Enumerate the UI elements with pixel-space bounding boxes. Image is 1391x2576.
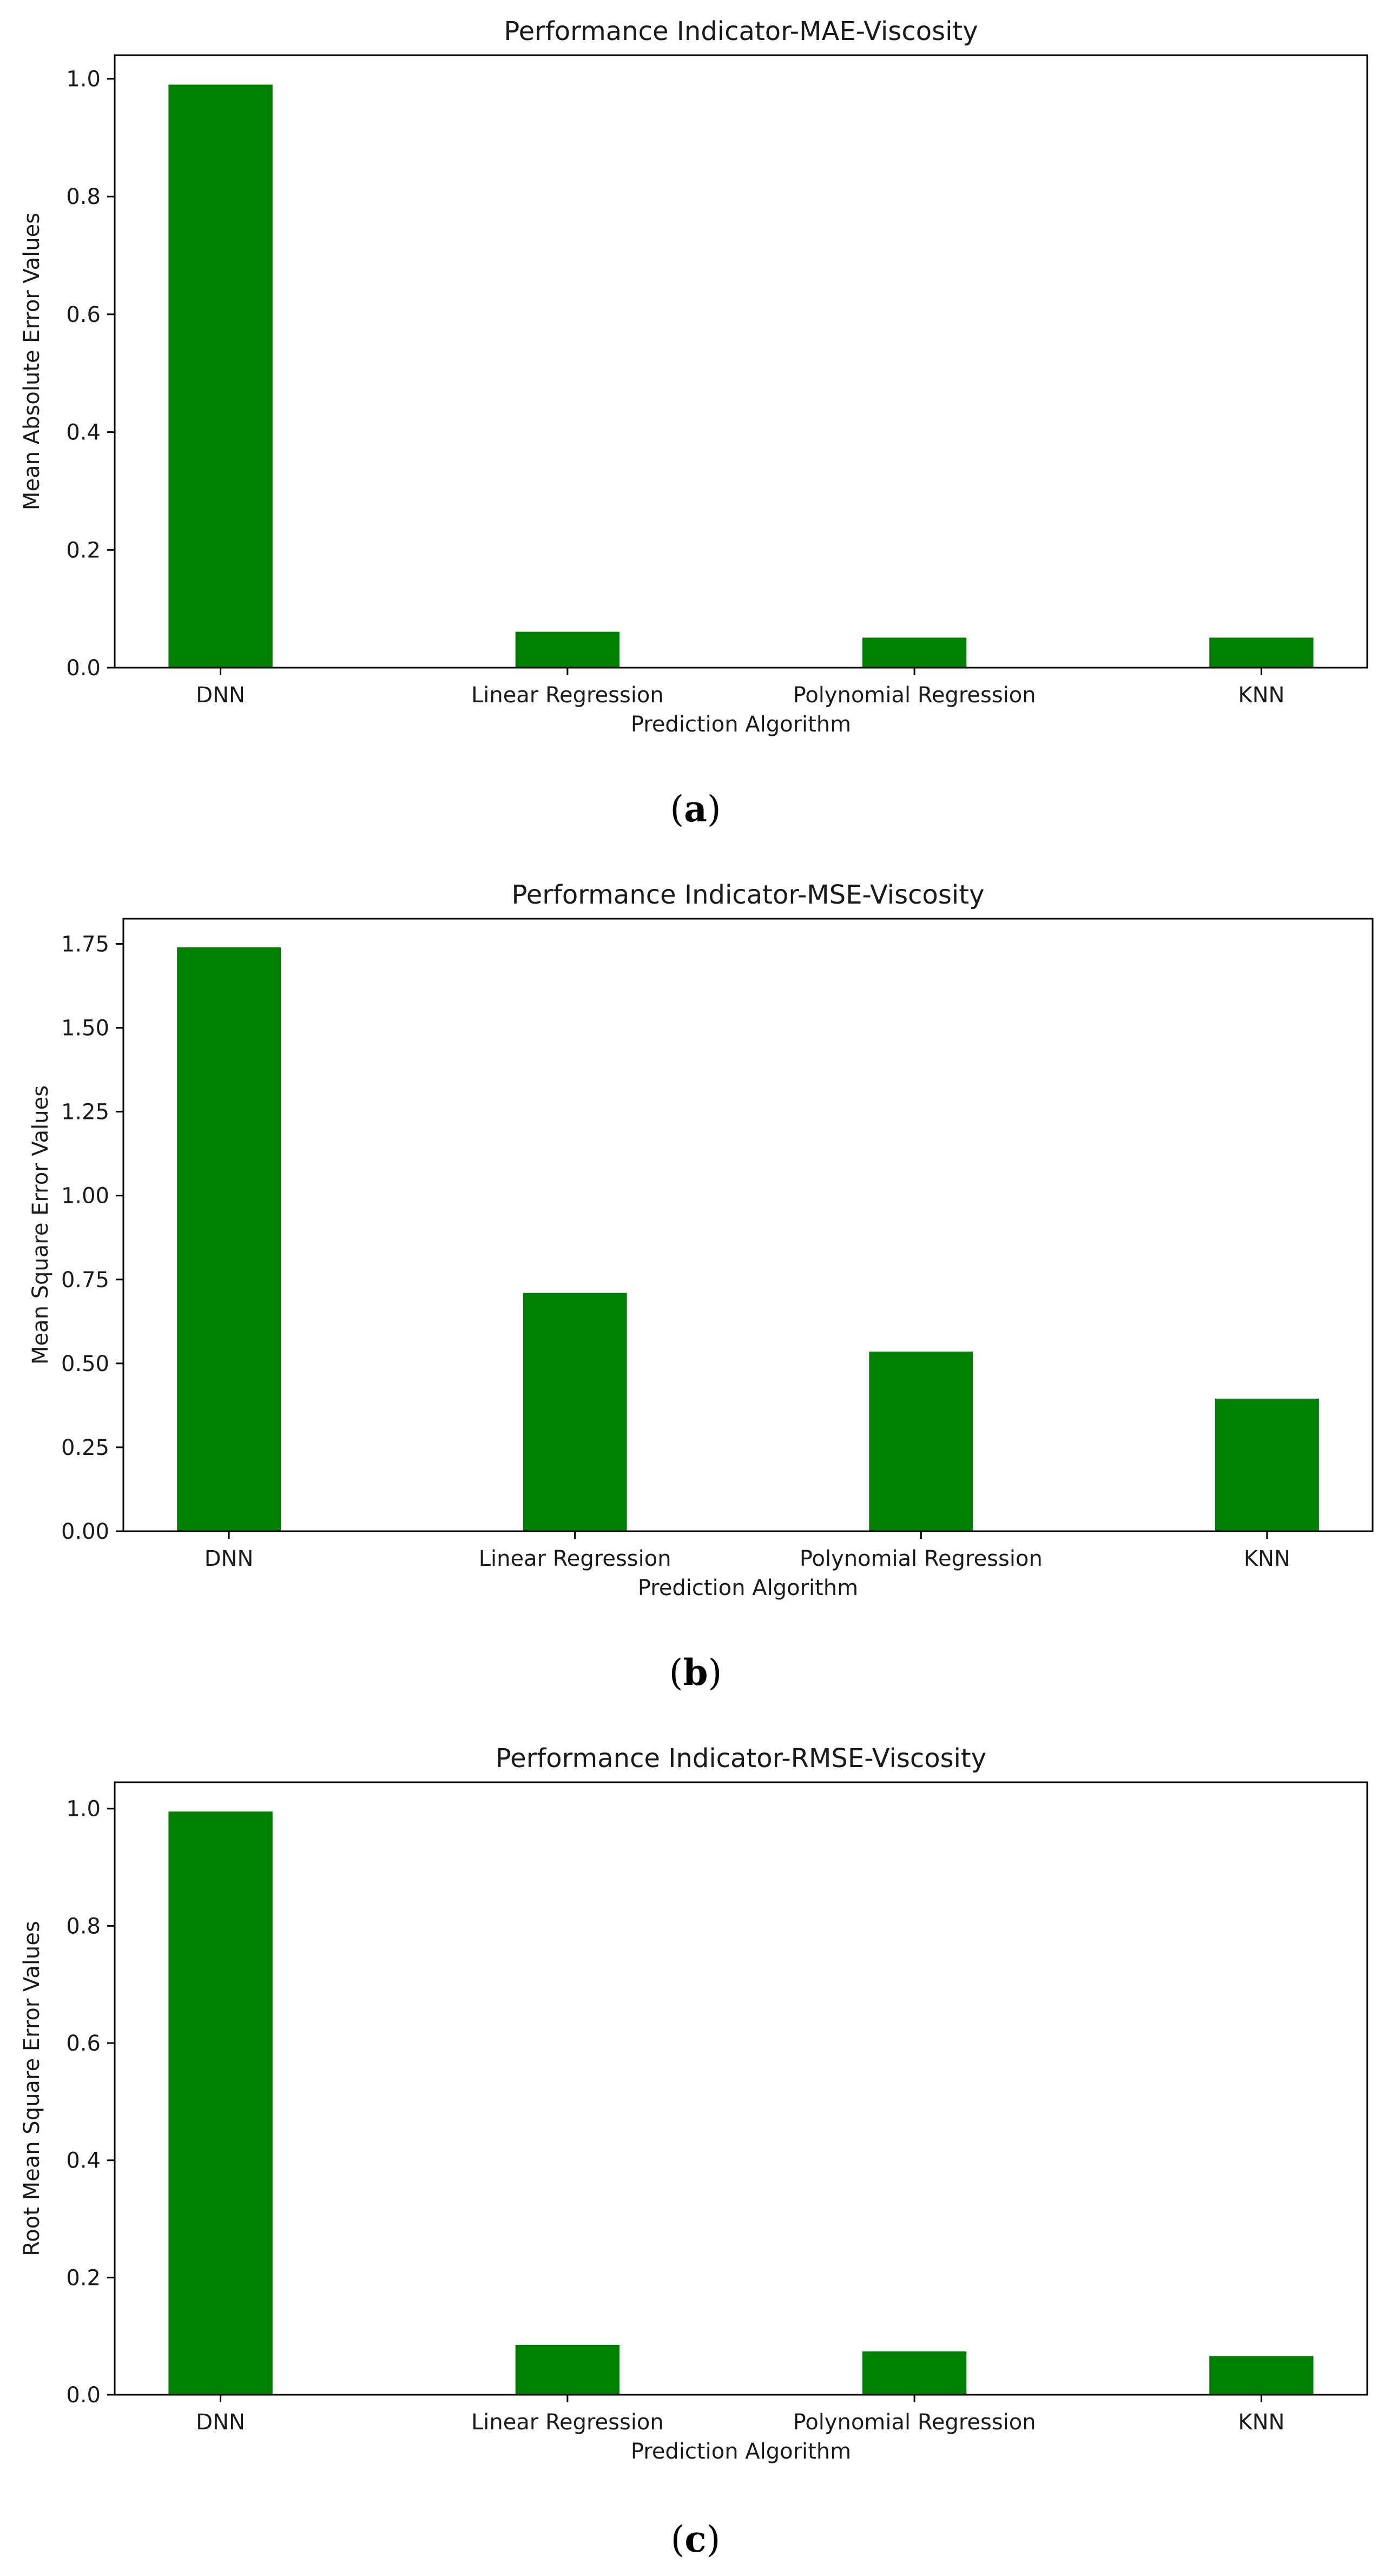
caption-a: (a) — [670, 788, 721, 830]
caption-b: (b) — [669, 1651, 722, 1694]
x-tick-label: Linear Regression — [471, 683, 664, 708]
y-tick-label: 1.50 — [61, 1016, 109, 1041]
y-axis-label: Root Mean Square Error Values — [19, 1921, 44, 2256]
chart-title: Performance Indicator-RMSE-Viscosity — [496, 1743, 986, 1774]
bar-polynomial-regression — [862, 2351, 967, 2395]
plot-frame — [122, 918, 1374, 1532]
y-tick-label: 0.8 — [66, 185, 101, 209]
x-tick-label: DNN — [196, 683, 245, 708]
chart-rmse: DNN Linear Regression Polynomial Regressio… — [19, 1743, 1368, 2464]
bar-dnn — [168, 1811, 273, 2395]
y-tick-label: 1.25 — [61, 1100, 109, 1125]
bar-knn — [1209, 2356, 1314, 2395]
y-tick-label: 0.0 — [66, 2383, 101, 2408]
y-axis-label: Mean Absolute Error Values — [19, 213, 44, 510]
caption-a-letter: a — [684, 788, 707, 830]
chart-mse: DNN Linear Regression Polynomial Regressio… — [28, 880, 1374, 1600]
chart-panel-a: DNN Linear Regression Polynomial Regressio… — [0, 0, 1391, 768]
y-tick-label: 0.6 — [66, 302, 101, 327]
caption-c: (c) — [670, 2518, 721, 2560]
y-tick-label: 0.2 — [66, 2265, 101, 2290]
chart-panel-b: DNN Linear Regression Polynomial Regressio… — [0, 864, 1391, 1632]
bar-dnn — [168, 84, 273, 668]
bar-linear-regression — [523, 1293, 627, 1531]
plot-frame — [114, 54, 1368, 669]
y-tick-label: 0.50 — [61, 1352, 109, 1376]
x-tick-label: KNN — [1238, 683, 1284, 708]
x-tick-label: DNN — [205, 1546, 254, 1571]
y-tick-label: 1.0 — [66, 67, 101, 92]
y-tick-label: 0.4 — [66, 420, 101, 445]
y-tick-label: 1.75 — [61, 932, 109, 957]
y-tick-label: 0.4 — [66, 2149, 101, 2173]
x-tick-label: KNN — [1244, 1546, 1290, 1571]
x-tick-label: Polynomial Regression — [800, 1546, 1043, 1571]
bar-polynomial-regression — [862, 637, 967, 668]
chart-mae: DNN Linear Regression Polynomial Regressio… — [19, 16, 1368, 737]
y-axis-label: Mean Square Error Values — [28, 1085, 53, 1365]
chart-title: Performance Indicator-MSE-Viscosity — [512, 880, 985, 910]
y-tick-label: 0.75 — [61, 1268, 109, 1293]
x-tick-label: KNN — [1238, 2410, 1284, 2435]
y-tick-label: 0.25 — [61, 1435, 109, 1460]
caption-b-letter: b — [683, 1651, 708, 1694]
y-tick-label: 0.6 — [66, 2031, 101, 2056]
y-tick-label: 0.0 — [66, 656, 101, 681]
y-tick-label: 0.00 — [61, 1519, 109, 1544]
y-tick-label: 0.8 — [66, 1914, 101, 1939]
x-axis-label: Prediction Algorithm — [631, 2439, 851, 2464]
chart-panel-c: DNN Linear Regression Polynomial Regressio… — [0, 1727, 1391, 2495]
x-tick-label: Polynomial Regression — [793, 683, 1036, 708]
x-axis-label: Prediction Algorithm — [638, 1576, 858, 1600]
y-tick-label: 0.2 — [66, 538, 101, 563]
bar-linear-regression — [515, 2344, 620, 2395]
bar-linear-regression — [515, 631, 620, 668]
plot-frame — [114, 1781, 1368, 2396]
y-tick-label: 1.0 — [66, 1797, 101, 1822]
bar-dnn — [177, 947, 281, 1531]
caption-c-letter: c — [684, 2518, 707, 2560]
bar-knn — [1215, 1398, 1319, 1531]
y-tick-label: 1.00 — [61, 1184, 109, 1209]
x-axis-label: Prediction Algorithm — [631, 712, 851, 737]
chart-title: Performance Indicator-MAE-Viscosity — [504, 16, 978, 47]
x-tick-label: Linear Regression — [479, 1546, 671, 1571]
bar-knn — [1209, 637, 1314, 668]
bar-polynomial-regression — [869, 1352, 973, 1531]
x-tick-label: DNN — [196, 2410, 245, 2435]
x-tick-label: Polynomial Regression — [793, 2410, 1036, 2435]
x-tick-label: Linear Regression — [471, 2410, 664, 2435]
